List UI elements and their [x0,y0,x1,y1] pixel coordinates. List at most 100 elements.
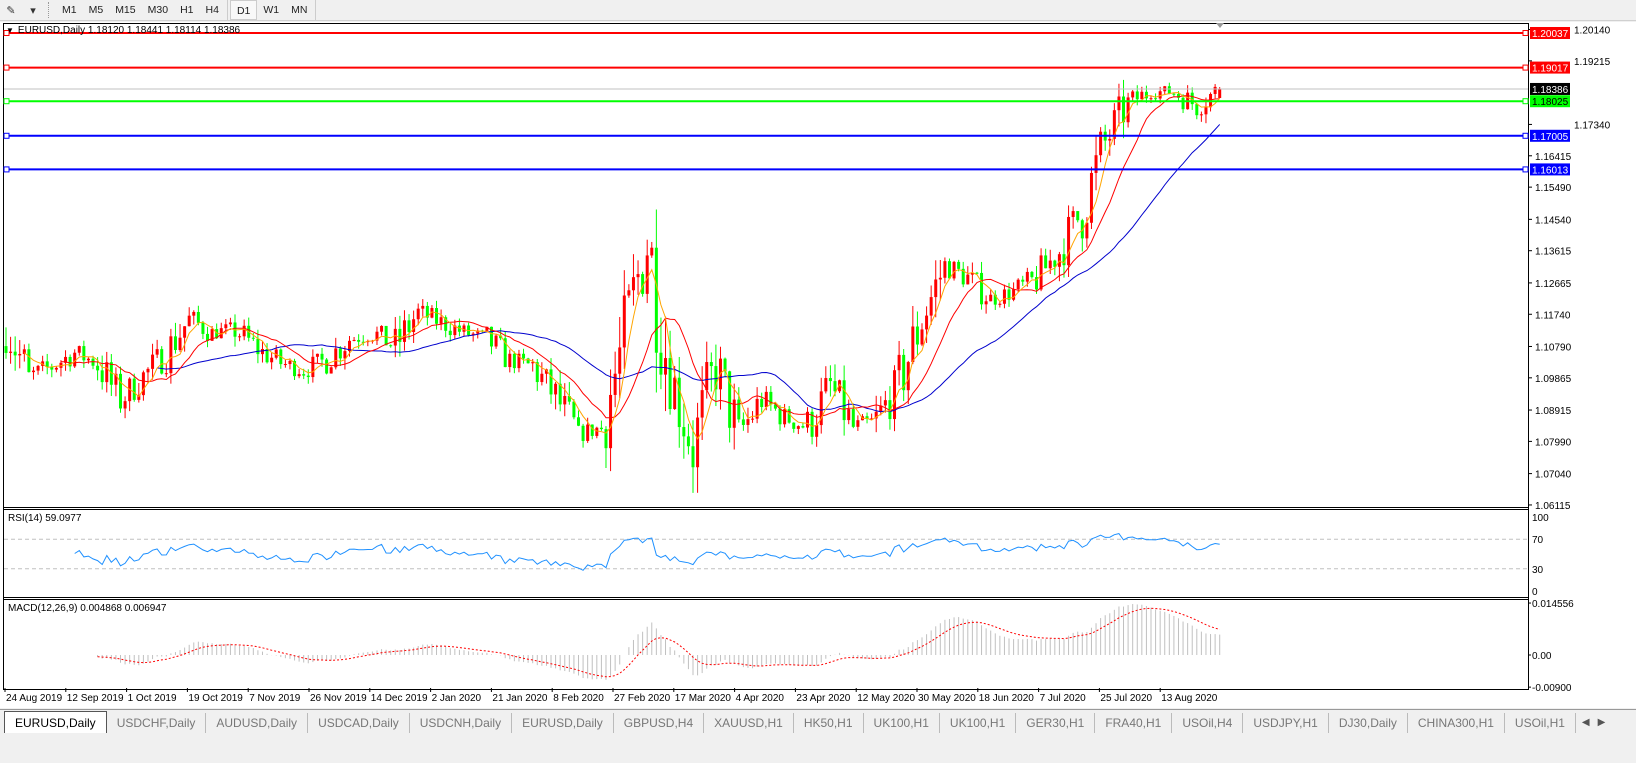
chart-title: ▼ EURUSD,Daily 1.18120 1.18441 1.18114 1.… [6,25,240,36]
bear-candle [1030,271,1034,278]
bear-candle [888,400,892,420]
chart-tab[interactable]: XAUUSD,H1 [704,713,794,733]
bull-candle [563,396,567,405]
bull-candle [393,328,397,346]
bull-candle [1099,131,1103,156]
bear-candle [641,274,645,294]
bear-candle [1122,96,1126,123]
chart-tab[interactable]: EURUSD,Daily [512,713,614,733]
time-axis-label: 14 Dec 2019 [371,693,428,704]
crosshair-line-icon[interactable]: ✎ [6,3,16,17]
bear-candle [691,446,695,468]
bull-candle [105,362,109,383]
chart-tab[interactable]: DJ30,Daily [1329,713,1408,733]
time-axis-label: 17 Mar 2020 [675,693,732,704]
chart-tab[interactable]: HK50,H1 [794,713,864,733]
bear-candle [50,366,54,370]
bull-candle [1039,255,1043,290]
bear-candle [723,358,727,372]
bull-candle [228,322,232,325]
bear-candle [686,436,690,447]
timeframe-m30[interactable]: M30 [147,4,169,16]
chart-tab[interactable]: USDJPY,H1 [1243,713,1329,733]
bear-candle [654,247,658,353]
bear-candle [1181,97,1185,110]
chart-canvas[interactable]: 1.18386 1.20140 1.19215 1.17340 1.16415 1.154… [0,22,1636,708]
chart-tab[interactable]: AUDUSD,Daily [206,713,309,733]
bear-candle [338,348,342,359]
macd-label: MACD(12,26,9) 0.004868 0.006947 [8,603,167,614]
chart-tab[interactable]: GER30,H1 [1016,713,1096,733]
bull-candle [1112,110,1116,139]
bear-candle [577,417,580,426]
bull-candle [806,411,809,428]
chart-title-text: EURUSD,Daily 1.18120 1.18441 1.18114 1.1… [17,25,241,36]
chart-tab[interactable]: USOil,H1 [1505,713,1576,733]
bear-candle [778,408,782,425]
bull-candle [329,367,333,374]
bull-candle [494,335,498,347]
bull-candle [998,303,1002,305]
chart-tab[interactable]: FRA40,H1 [1095,713,1173,733]
bull-candle [210,329,214,341]
timeframe-h1[interactable]: H1 [180,4,194,16]
chart-tab[interactable]: UK100,H1 [864,713,940,733]
scroll-left-icon[interactable]: ◀ [1581,717,1590,728]
chart-tab[interactable]: GBPUSD,H4 [614,713,705,733]
chart-tab[interactable]: USDCNH,Daily [410,713,513,733]
macd-axis-label: -0.00900 [1532,683,1572,694]
chart-tab[interactable]: UK100,H1 [940,713,1017,733]
bull-candle [375,331,379,341]
timeframe-mn[interactable]: MN [291,4,308,16]
time-axis-label: 12 May 2020 [857,693,915,704]
bear-candle [256,338,260,355]
rsi-line [74,533,1220,571]
bear-candle [4,346,8,353]
bull-candle [819,391,823,426]
chart-tab[interactable]: EURUSD,Daily [4,711,107,733]
chart-tab[interactable]: CHINA300,H1 [1408,713,1505,733]
chart-tabs: EURUSD,Daily USDCHF,Daily AUDUSD,Daily USDC… [0,709,1636,733]
bear-candle [957,261,961,269]
chart-tab[interactable]: USOil,H4 [1172,713,1244,733]
bear-candle [659,352,663,375]
bear-candle [558,383,562,405]
bear-candle [526,358,530,364]
bear-candle [980,272,984,305]
chart-shift-marker [1216,23,1224,28]
timeframe-h4[interactable]: H4 [205,4,219,16]
timeframe-w1[interactable]: W1 [263,4,280,16]
time-axis-label: 2 Jan 2020 [432,693,482,704]
bear-candle [306,375,310,378]
timeframe-m5[interactable]: M5 [88,4,104,16]
timeframe-m1[interactable]: M1 [62,4,77,16]
bear-candle [1035,277,1038,290]
bull-candle [151,354,155,369]
bear-candle [1080,220,1084,239]
bull-candle [224,324,228,329]
bear-candle [173,336,177,351]
time-axis-label: 18 Jun 2020 [979,693,1034,704]
chart-tab[interactable]: USDCAD,Daily [308,713,410,733]
bull-candle [1117,96,1121,111]
chart-border [3,23,1529,690]
level-price-label: 1.19017 [1532,64,1569,75]
collapse-triangle-icon[interactable]: ▼ [6,26,14,35]
bull-candle [288,360,292,365]
toolbar-grip[interactable] [48,2,52,18]
chart-tab[interactable]: USDCHF,Daily [107,713,207,733]
timeframe-toolbar: ✎ ▾ M1 M5 M15 M30 H1 H4 D1 W1 MN [0,0,1636,21]
bull-candle [879,405,883,412]
timeframe-d1[interactable]: D1 [229,0,258,20]
bull-candle [297,374,301,377]
dropdown-arrow-icon[interactable]: ▾ [30,3,36,17]
scroll-right-icon[interactable]: ▶ [1597,717,1606,728]
bull-candle [311,356,315,378]
price-axis-label: 1.06115 [1535,501,1571,512]
timeframe-m15[interactable]: M15 [115,4,136,16]
price-axis-label: 1.19215 [1574,57,1611,68]
bear-candle [293,360,297,377]
bear-candle [1195,104,1199,116]
chart-window[interactable]: ▼ EURUSD,Daily 1.18120 1.18441 1.18114 1.… [0,22,1636,708]
bull-candle [650,247,654,256]
